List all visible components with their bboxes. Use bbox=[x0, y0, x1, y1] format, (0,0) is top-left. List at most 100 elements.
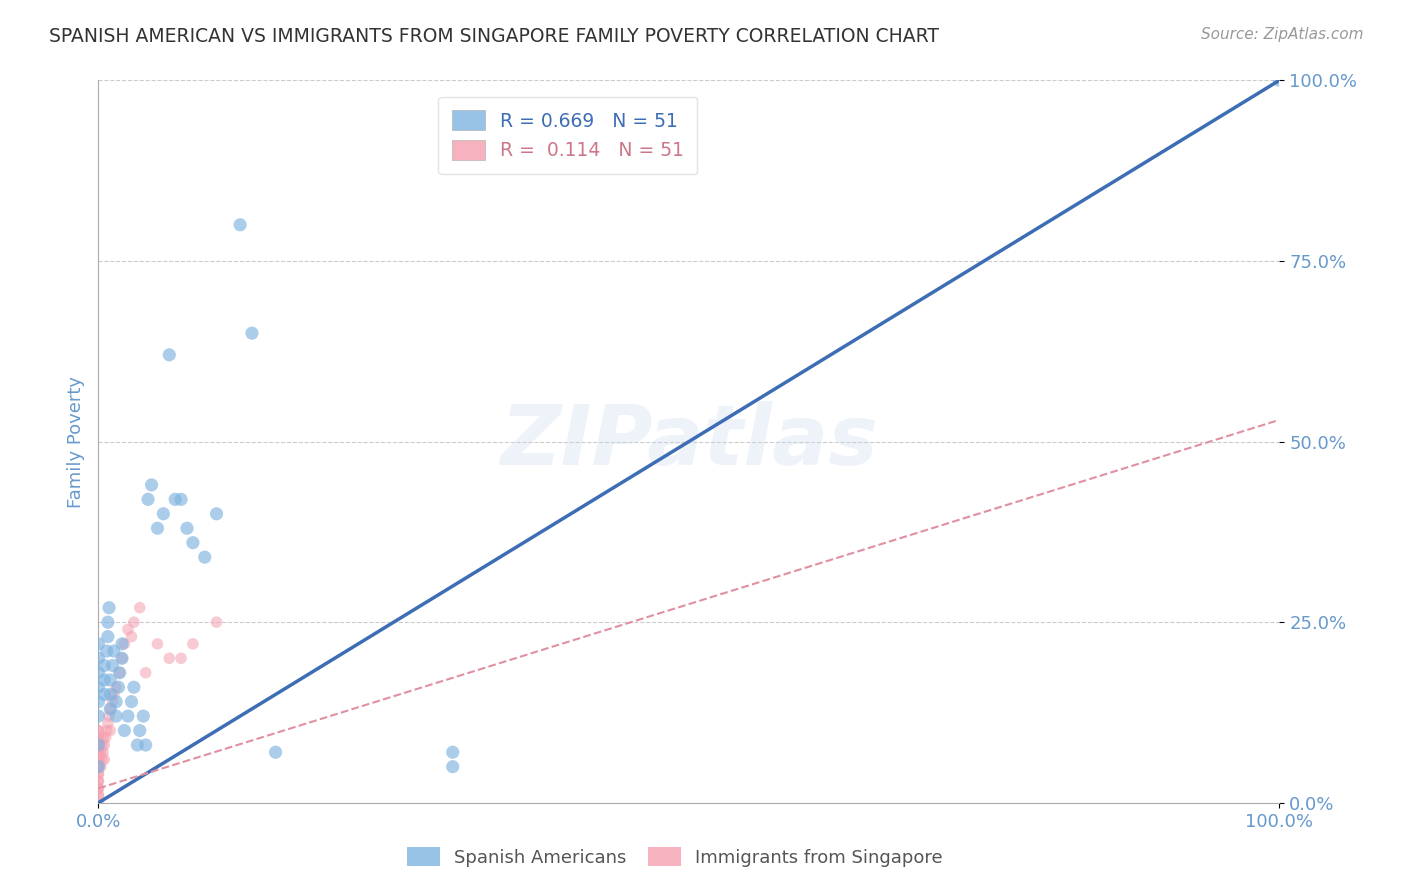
Point bbox=[205, 615, 228, 630]
Point bbox=[87, 723, 110, 738]
Point bbox=[96, 723, 118, 738]
Point bbox=[87, 738, 110, 752]
Point bbox=[87, 767, 110, 781]
Text: SPANISH AMERICAN VS IMMIGRANTS FROM SINGAPORE FAMILY POVERTY CORRELATION CHART: SPANISH AMERICAN VS IMMIGRANTS FROM SING… bbox=[49, 27, 939, 45]
Point bbox=[87, 781, 110, 796]
Point bbox=[87, 796, 110, 810]
Point bbox=[98, 687, 121, 701]
Point bbox=[87, 774, 110, 789]
Point bbox=[97, 716, 120, 731]
Legend: R = 0.669   N = 51, R =  0.114   N = 51: R = 0.669 N = 51, R = 0.114 N = 51 bbox=[439, 97, 697, 174]
Point bbox=[117, 623, 139, 637]
Point bbox=[87, 760, 110, 774]
Point bbox=[87, 637, 110, 651]
Point bbox=[112, 723, 135, 738]
Point bbox=[181, 637, 204, 651]
Point bbox=[87, 745, 110, 759]
Point bbox=[87, 680, 110, 694]
Point bbox=[194, 550, 217, 565]
Point bbox=[101, 695, 124, 709]
Point bbox=[91, 731, 114, 745]
Point bbox=[87, 651, 110, 665]
Point bbox=[87, 695, 110, 709]
Point bbox=[229, 218, 252, 232]
Point bbox=[176, 521, 198, 535]
Point bbox=[128, 600, 150, 615]
Point bbox=[128, 723, 150, 738]
Point bbox=[101, 658, 124, 673]
Point bbox=[94, 731, 117, 745]
Point bbox=[93, 658, 115, 673]
Point bbox=[127, 738, 149, 752]
Point bbox=[1268, 73, 1291, 87]
Point bbox=[103, 644, 125, 658]
Point bbox=[136, 492, 159, 507]
Point bbox=[107, 680, 129, 694]
Point bbox=[90, 760, 112, 774]
Point bbox=[146, 521, 169, 535]
Point bbox=[108, 665, 131, 680]
Point bbox=[111, 651, 134, 665]
Point bbox=[157, 348, 180, 362]
Point bbox=[87, 781, 110, 796]
Point bbox=[87, 760, 110, 774]
Point bbox=[181, 535, 204, 549]
Point bbox=[91, 752, 114, 766]
Point bbox=[90, 745, 112, 759]
Point bbox=[111, 651, 134, 665]
Point bbox=[87, 752, 110, 766]
Point bbox=[87, 767, 110, 781]
Legend: Spanish Americans, Immigrants from Singapore: Spanish Americans, Immigrants from Singa… bbox=[399, 840, 950, 874]
Point bbox=[98, 600, 121, 615]
Point bbox=[87, 723, 110, 738]
Point bbox=[93, 738, 115, 752]
Point bbox=[98, 709, 121, 723]
Point bbox=[135, 665, 157, 680]
Point bbox=[103, 687, 125, 701]
Point bbox=[264, 745, 287, 759]
Point bbox=[165, 492, 187, 507]
Point bbox=[152, 507, 174, 521]
Point bbox=[111, 637, 134, 651]
Point bbox=[441, 760, 464, 774]
Point bbox=[122, 680, 145, 694]
Point bbox=[205, 507, 228, 521]
Point bbox=[240, 326, 263, 340]
Point bbox=[87, 731, 110, 745]
Point bbox=[441, 745, 464, 759]
Point bbox=[108, 665, 131, 680]
Point bbox=[87, 745, 110, 759]
Point bbox=[170, 492, 193, 507]
Point bbox=[122, 615, 145, 630]
Point bbox=[105, 680, 128, 694]
Point bbox=[87, 738, 110, 752]
Point bbox=[170, 651, 193, 665]
Text: Source: ZipAtlas.com: Source: ZipAtlas.com bbox=[1201, 27, 1364, 42]
Point bbox=[97, 630, 120, 644]
Point bbox=[97, 615, 120, 630]
Point bbox=[157, 651, 180, 665]
Point bbox=[87, 738, 110, 752]
Point bbox=[87, 709, 110, 723]
Point bbox=[91, 738, 114, 752]
Point bbox=[132, 709, 155, 723]
Point bbox=[105, 695, 128, 709]
Point bbox=[91, 745, 114, 759]
Point bbox=[98, 723, 121, 738]
Point bbox=[98, 702, 121, 716]
Point bbox=[121, 695, 143, 709]
Point bbox=[117, 709, 139, 723]
Point bbox=[93, 687, 115, 701]
Point bbox=[87, 665, 110, 680]
Point bbox=[141, 478, 163, 492]
Y-axis label: Family Poverty: Family Poverty bbox=[66, 376, 84, 508]
Point bbox=[98, 702, 121, 716]
Text: ZIPatlas: ZIPatlas bbox=[501, 401, 877, 482]
Point bbox=[93, 752, 115, 766]
Point bbox=[121, 630, 143, 644]
Point bbox=[87, 774, 110, 789]
Point bbox=[105, 709, 128, 723]
Point bbox=[98, 673, 121, 687]
Point bbox=[93, 673, 115, 687]
Point bbox=[87, 731, 110, 745]
